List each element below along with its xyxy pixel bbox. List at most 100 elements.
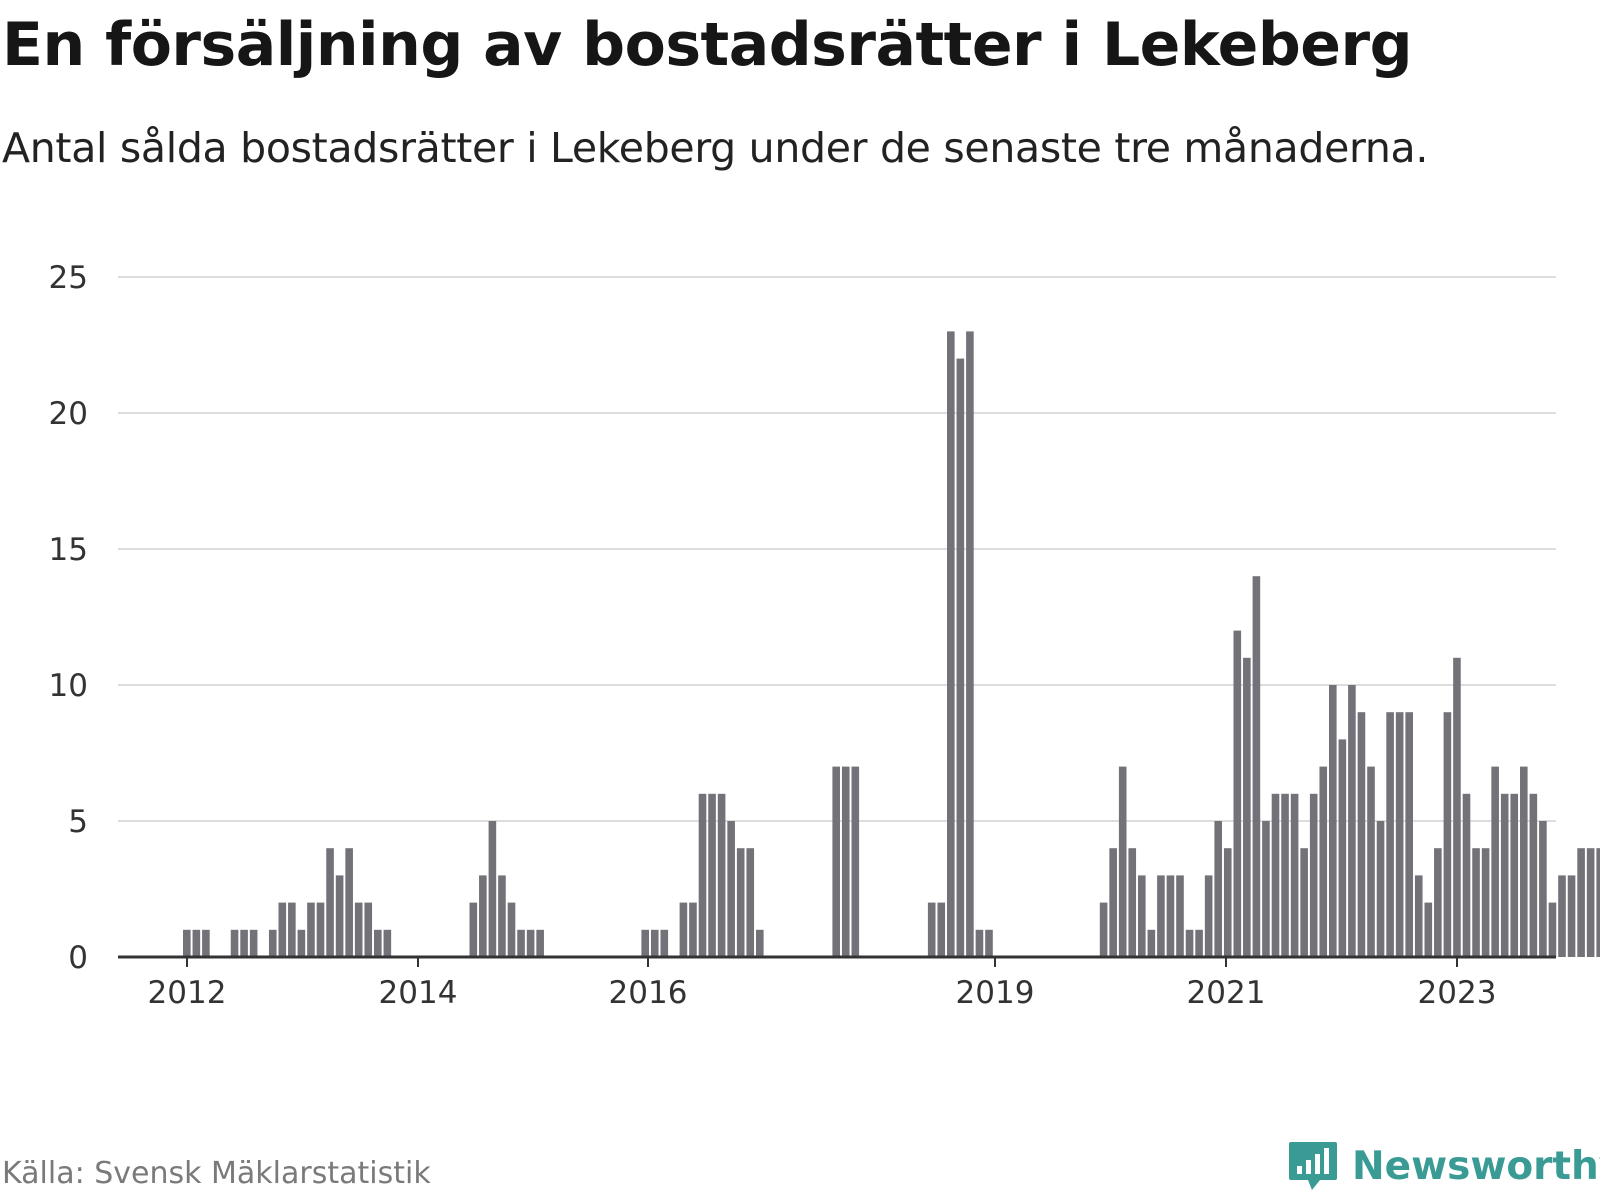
bar [1185, 929, 1194, 957]
bar [1491, 766, 1499, 957]
bar [1099, 902, 1108, 957]
bar [1147, 929, 1156, 957]
x-tick-label: 2014 [379, 975, 458, 1011]
bar [335, 875, 344, 957]
bar [1586, 848, 1595, 957]
bar [374, 929, 382, 957]
bar [1243, 657, 1251, 957]
x-tick-label: 2021 [1187, 975, 1266, 1011]
y-tick-label: 10 [49, 668, 88, 704]
bar [1357, 712, 1366, 957]
y-tick-label: 0 [68, 940, 88, 976]
bar [1596, 848, 1600, 957]
x-tick-label: 2012 [148, 975, 227, 1011]
bar [297, 929, 306, 957]
bar [278, 902, 287, 957]
bar [832, 766, 840, 957]
bar [1539, 821, 1547, 957]
y-tick-label: 20 [49, 396, 88, 432]
bar [956, 358, 965, 958]
bar [316, 902, 325, 957]
bar [1481, 848, 1490, 957]
bar [192, 929, 201, 957]
bar [708, 793, 716, 957]
x-tick-label: 2016 [609, 975, 688, 1011]
bar [1386, 712, 1394, 957]
bar [1558, 875, 1566, 957]
bar [717, 793, 726, 957]
bar [1338, 739, 1347, 957]
bar [364, 902, 373, 957]
bar [1176, 875, 1184, 957]
bar [947, 331, 955, 957]
x-tick-label: 2019 [956, 975, 1035, 1011]
bar [202, 929, 210, 957]
bar [1214, 821, 1222, 957]
bar [383, 929, 392, 957]
bar [650, 929, 659, 957]
bar [1204, 875, 1213, 957]
bar [1138, 875, 1146, 957]
bar [1166, 875, 1175, 957]
bar [1271, 793, 1280, 957]
bar [1434, 848, 1442, 957]
bar [1329, 685, 1337, 957]
bar [517, 929, 525, 957]
bar [1520, 766, 1528, 957]
bar [288, 902, 296, 957]
bar [1395, 712, 1404, 957]
bar [1252, 576, 1261, 957]
bar [841, 766, 850, 957]
bar [230, 929, 239, 957]
bar [1128, 848, 1137, 957]
bar [1309, 793, 1318, 957]
bar [1109, 848, 1117, 957]
bar-chart-speech-bubble-icon [1289, 1142, 1337, 1190]
y-tick-label: 25 [49, 260, 88, 296]
bar [1223, 848, 1232, 957]
bar [985, 929, 993, 957]
x-tick-label: 2023 [1418, 975, 1497, 1011]
bar [1348, 685, 1356, 957]
bar [1290, 793, 1299, 957]
bar [851, 766, 860, 957]
bar [1577, 848, 1585, 957]
bar [240, 929, 248, 957]
bar [479, 875, 487, 957]
bar [1424, 902, 1433, 957]
source-note: Källa: Svensk Mäklarstatistik [2, 1156, 431, 1191]
brand: Newsworthy [1288, 1140, 1600, 1192]
bar [345, 848, 353, 957]
brand-name: Newsworthy [1352, 1143, 1600, 1189]
bar [927, 902, 936, 957]
bar [1300, 848, 1308, 957]
bar [507, 902, 516, 957]
bar [1233, 630, 1242, 957]
bar [727, 821, 735, 957]
bar [1319, 766, 1328, 957]
bar [746, 848, 755, 957]
bar [1262, 821, 1270, 957]
bar [966, 331, 974, 957]
bar [183, 929, 191, 957]
bar [1118, 766, 1127, 957]
bar [1529, 793, 1538, 957]
bar [536, 929, 544, 957]
bar [1510, 793, 1519, 957]
bar [1414, 875, 1423, 957]
bar [698, 793, 707, 957]
bar [937, 902, 946, 957]
bar [736, 848, 745, 957]
bar [641, 929, 649, 957]
bar [1376, 821, 1385, 957]
chart-subtitle: Antal sålda bostadsrätter i Lekeberg und… [2, 124, 1429, 172]
bar [975, 929, 984, 957]
bar [756, 929, 764, 957]
bar [307, 902, 315, 957]
bar [1405, 712, 1413, 957]
bar [526, 929, 535, 957]
bar [1443, 712, 1452, 957]
bar [1367, 766, 1375, 957]
bar [498, 875, 506, 957]
bar [1462, 793, 1471, 957]
